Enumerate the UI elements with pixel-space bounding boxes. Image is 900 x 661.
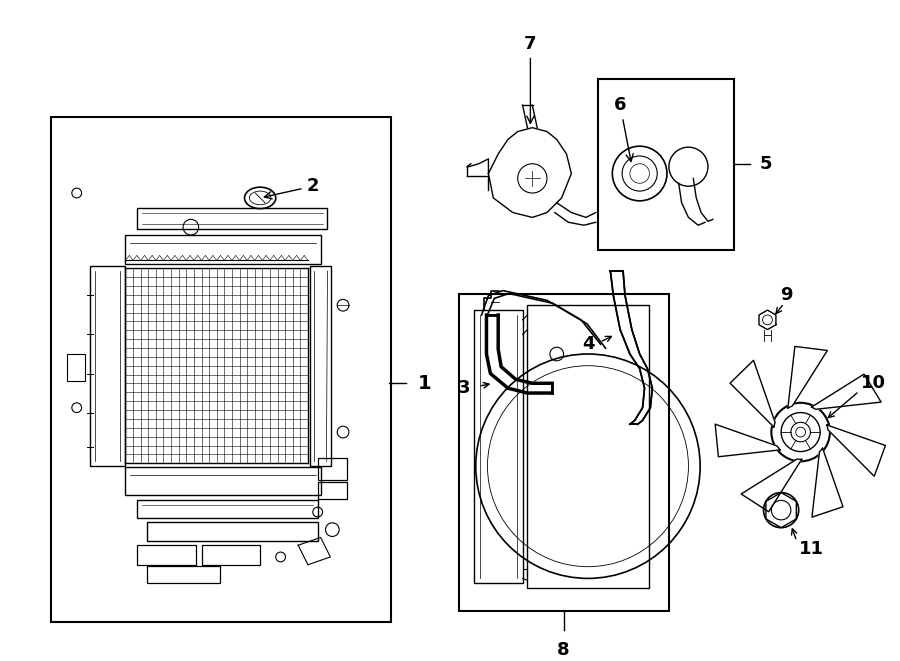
Text: 2: 2	[265, 177, 319, 199]
Bar	[318, 482, 347, 499]
Text: 4: 4	[582, 335, 595, 353]
Polygon shape	[716, 424, 780, 457]
Polygon shape	[812, 448, 843, 517]
Text: 3: 3	[458, 379, 471, 397]
Bar	[318, 459, 347, 480]
Bar	[147, 522, 318, 541]
Text: 9: 9	[779, 286, 792, 305]
Text: 5: 5	[760, 155, 772, 173]
Bar	[527, 305, 650, 588]
Bar	[137, 208, 328, 229]
Bar	[137, 500, 318, 518]
Bar	[90, 266, 124, 466]
Bar	[125, 235, 320, 264]
Text: 7: 7	[524, 35, 536, 124]
Polygon shape	[730, 360, 775, 427]
Bar	[473, 310, 523, 583]
Text: 10: 10	[861, 374, 886, 392]
Polygon shape	[759, 310, 776, 330]
Bar	[67, 354, 85, 381]
Bar	[51, 117, 391, 622]
Bar	[137, 545, 195, 564]
Polygon shape	[827, 425, 886, 477]
Polygon shape	[487, 315, 552, 393]
Bar	[147, 566, 220, 583]
Text: 11: 11	[798, 540, 824, 558]
Polygon shape	[742, 459, 802, 512]
Bar	[459, 293, 669, 611]
Text: 8: 8	[557, 641, 570, 658]
Bar	[598, 79, 734, 250]
Bar	[310, 266, 331, 466]
Polygon shape	[812, 374, 881, 409]
Polygon shape	[788, 346, 827, 408]
Text: 6: 6	[614, 97, 634, 161]
Text: 1: 1	[418, 373, 432, 393]
Bar	[125, 467, 320, 494]
Polygon shape	[610, 271, 652, 424]
Bar	[202, 545, 260, 564]
